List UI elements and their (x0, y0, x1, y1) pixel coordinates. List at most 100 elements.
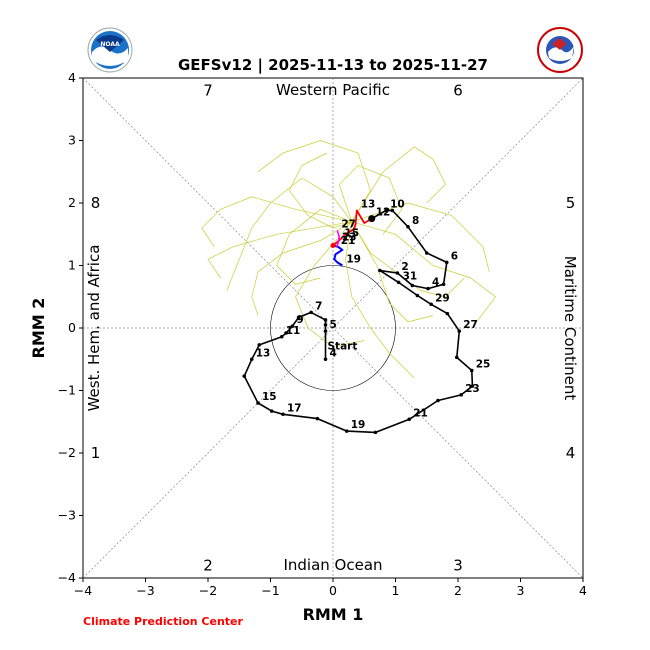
forecast-week3-line (336, 230, 341, 248)
observed-point (323, 323, 328, 327)
x-tick-label: −1 (261, 583, 279, 598)
phase-number: 3 (453, 557, 463, 575)
y-tick-label: 1 (68, 258, 76, 273)
credit-text: Climate Prediction Center (83, 615, 243, 628)
observed-point (323, 318, 328, 322)
unit-circle (270, 265, 396, 391)
y-axis-label: RMM 2 (29, 298, 48, 359)
observed-day-label: 19 (351, 419, 366, 431)
forecast-week2-line (332, 244, 344, 267)
phase-number: 4 (566, 444, 576, 462)
observed-point (249, 357, 254, 362)
ensemble-member-line (351, 221, 496, 323)
observed-day-label: 10 (390, 199, 405, 211)
ensemble-member-line (276, 208, 352, 285)
observed-point (415, 293, 420, 298)
y-tick-label: −4 (58, 570, 76, 585)
observed-point (407, 417, 412, 422)
y-tick-label: 4 (68, 70, 76, 85)
observed-day-label: 4 (432, 277, 439, 289)
observed-point (269, 409, 274, 413)
ensemble-member-line (338, 165, 403, 235)
x-tick-label: 4 (579, 583, 587, 598)
observed-point (309, 310, 313, 315)
ensemble-member-line (251, 221, 352, 316)
phase-number: 2 (203, 557, 213, 575)
y-tick-label: 3 (68, 133, 76, 148)
phase-number: 1 (91, 444, 101, 462)
y-tick-label: −3 (58, 508, 76, 523)
observed-point (396, 280, 401, 285)
observed-point (323, 329, 328, 333)
observed-day-label: 15 (262, 391, 277, 403)
observed-day-label: 4 (330, 347, 337, 359)
x-tick-label: 0 (329, 583, 337, 598)
observed-point (445, 311, 450, 316)
observed-point (459, 393, 463, 397)
ensemble-member-line (226, 177, 353, 291)
observed-point (281, 412, 285, 417)
y-tick-label: 2 (68, 195, 76, 210)
phase-number: 8 (91, 194, 101, 212)
observed-day-label: 21 (413, 407, 428, 419)
observed-point (284, 331, 288, 335)
x-tick-label: 1 (392, 583, 400, 598)
phase-number: 5 (566, 194, 576, 212)
start-label: Start (328, 340, 358, 352)
y-tick-label: 0 (68, 320, 76, 335)
observed-point (410, 283, 415, 288)
y-tick-label: −2 (58, 445, 76, 460)
phase-number: 6 (453, 82, 463, 100)
x-tick-label: −3 (136, 583, 154, 598)
x-axis-label: RMM 1 (303, 605, 364, 624)
ensemble-member-line (257, 140, 371, 222)
observed-point (257, 343, 262, 347)
ensemble-member-line (351, 146, 446, 222)
forecast-day-label: 15 (345, 227, 360, 239)
region-label-bottom: Indian Ocean (283, 556, 382, 574)
observed-point (426, 286, 430, 291)
observed-day-label: 23 (465, 383, 480, 395)
observed-point (429, 302, 433, 307)
x-tick-label: −4 (74, 583, 92, 598)
svg-text:NOAA: NOAA (100, 41, 120, 48)
region-label-left: West. Hem. and Africa (85, 245, 103, 412)
observed-point (390, 208, 395, 213)
region-label-top: Western Pacific (276, 81, 390, 99)
observed-point (323, 357, 328, 362)
observed-day-label: 17 (287, 402, 302, 414)
observed-day-label: 29 (435, 292, 450, 304)
region-label-right: Maritime Continent (561, 256, 579, 401)
ensemble-member-line (345, 221, 415, 379)
forecast-week3-day-label: 21 (341, 235, 356, 247)
y-tick-label: −1 (58, 383, 76, 398)
observed-point (279, 334, 284, 339)
observed-point (469, 368, 474, 373)
ensemble-member-line (201, 196, 352, 247)
x-tick-label: −2 (199, 583, 217, 598)
observed-point (290, 324, 295, 328)
forecast-week3-day-label: 23 (342, 232, 357, 244)
observed-point (296, 315, 301, 320)
observed-day-label: 6 (451, 250, 458, 262)
current-position-marker (368, 215, 376, 223)
observed-point (436, 398, 440, 403)
phase-line-antidiagonal (82, 77, 584, 579)
observed-point (470, 384, 475, 388)
ensemble-member-line (351, 221, 434, 323)
forecast-week3-day-label: 27 (341, 219, 356, 231)
ensemble-member-line (351, 221, 465, 298)
observed-point (424, 251, 429, 255)
ensemble-member-line (295, 221, 365, 348)
observed-day-label: 11 (286, 325, 301, 337)
observed-day-label: 25 (476, 359, 491, 371)
forecast-day-label: 13 (361, 199, 376, 211)
observed-point (373, 430, 378, 435)
nws-logo (537, 27, 583, 73)
ensemble-member-line (288, 152, 352, 229)
forecast-end-marker (330, 243, 336, 248)
observed-day-label: 7 (315, 300, 322, 312)
observed-point (395, 271, 400, 275)
